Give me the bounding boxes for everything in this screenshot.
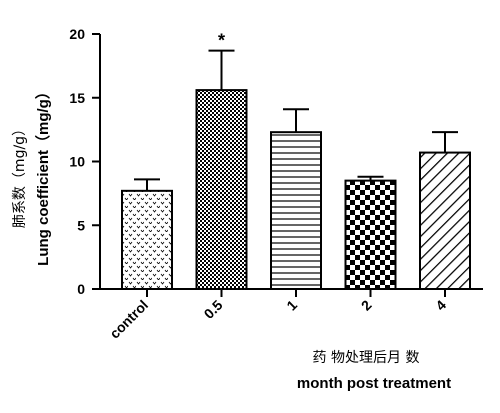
y-axis-title-cn: 肺系数（mg/g） <box>12 122 28 228</box>
y-axis-title-en: Lung coefficient（mg/g） <box>34 84 52 266</box>
x-tick-label: 0.5 <box>201 297 226 322</box>
y-axis-title: 肺系数（mg/g） Lung coefficient（mg/g） <box>12 84 52 266</box>
x-axis-title-cn: 药 物处理后月 数 <box>313 350 420 366</box>
x-tick-label: control <box>106 297 151 342</box>
y-tick-label: 5 <box>77 217 85 233</box>
x-tick-label: 1 <box>283 297 300 314</box>
x-ticks: control 0.5 1 2 4 <box>106 289 449 342</box>
x-tick-label: 2 <box>358 297 375 314</box>
bars: * <box>121 31 471 290</box>
x-tick-label: 4 <box>432 297 449 314</box>
y-tick-label: 10 <box>69 154 85 170</box>
y-tick-label: 15 <box>69 90 85 106</box>
bar-4 <box>419 151 471 290</box>
bar-1 <box>270 131 322 290</box>
y-tick-label: 20 <box>69 26 85 42</box>
significance-marker: * <box>218 31 225 51</box>
bar-2 <box>344 179 397 290</box>
bar-0.5 <box>195 89 248 290</box>
bar-control <box>121 189 173 290</box>
x-axis-title-en: month post treatment <box>297 375 451 392</box>
y-tick-label: 0 <box>77 281 85 297</box>
y-ticks: 0 5 10 15 20 <box>69 26 100 297</box>
